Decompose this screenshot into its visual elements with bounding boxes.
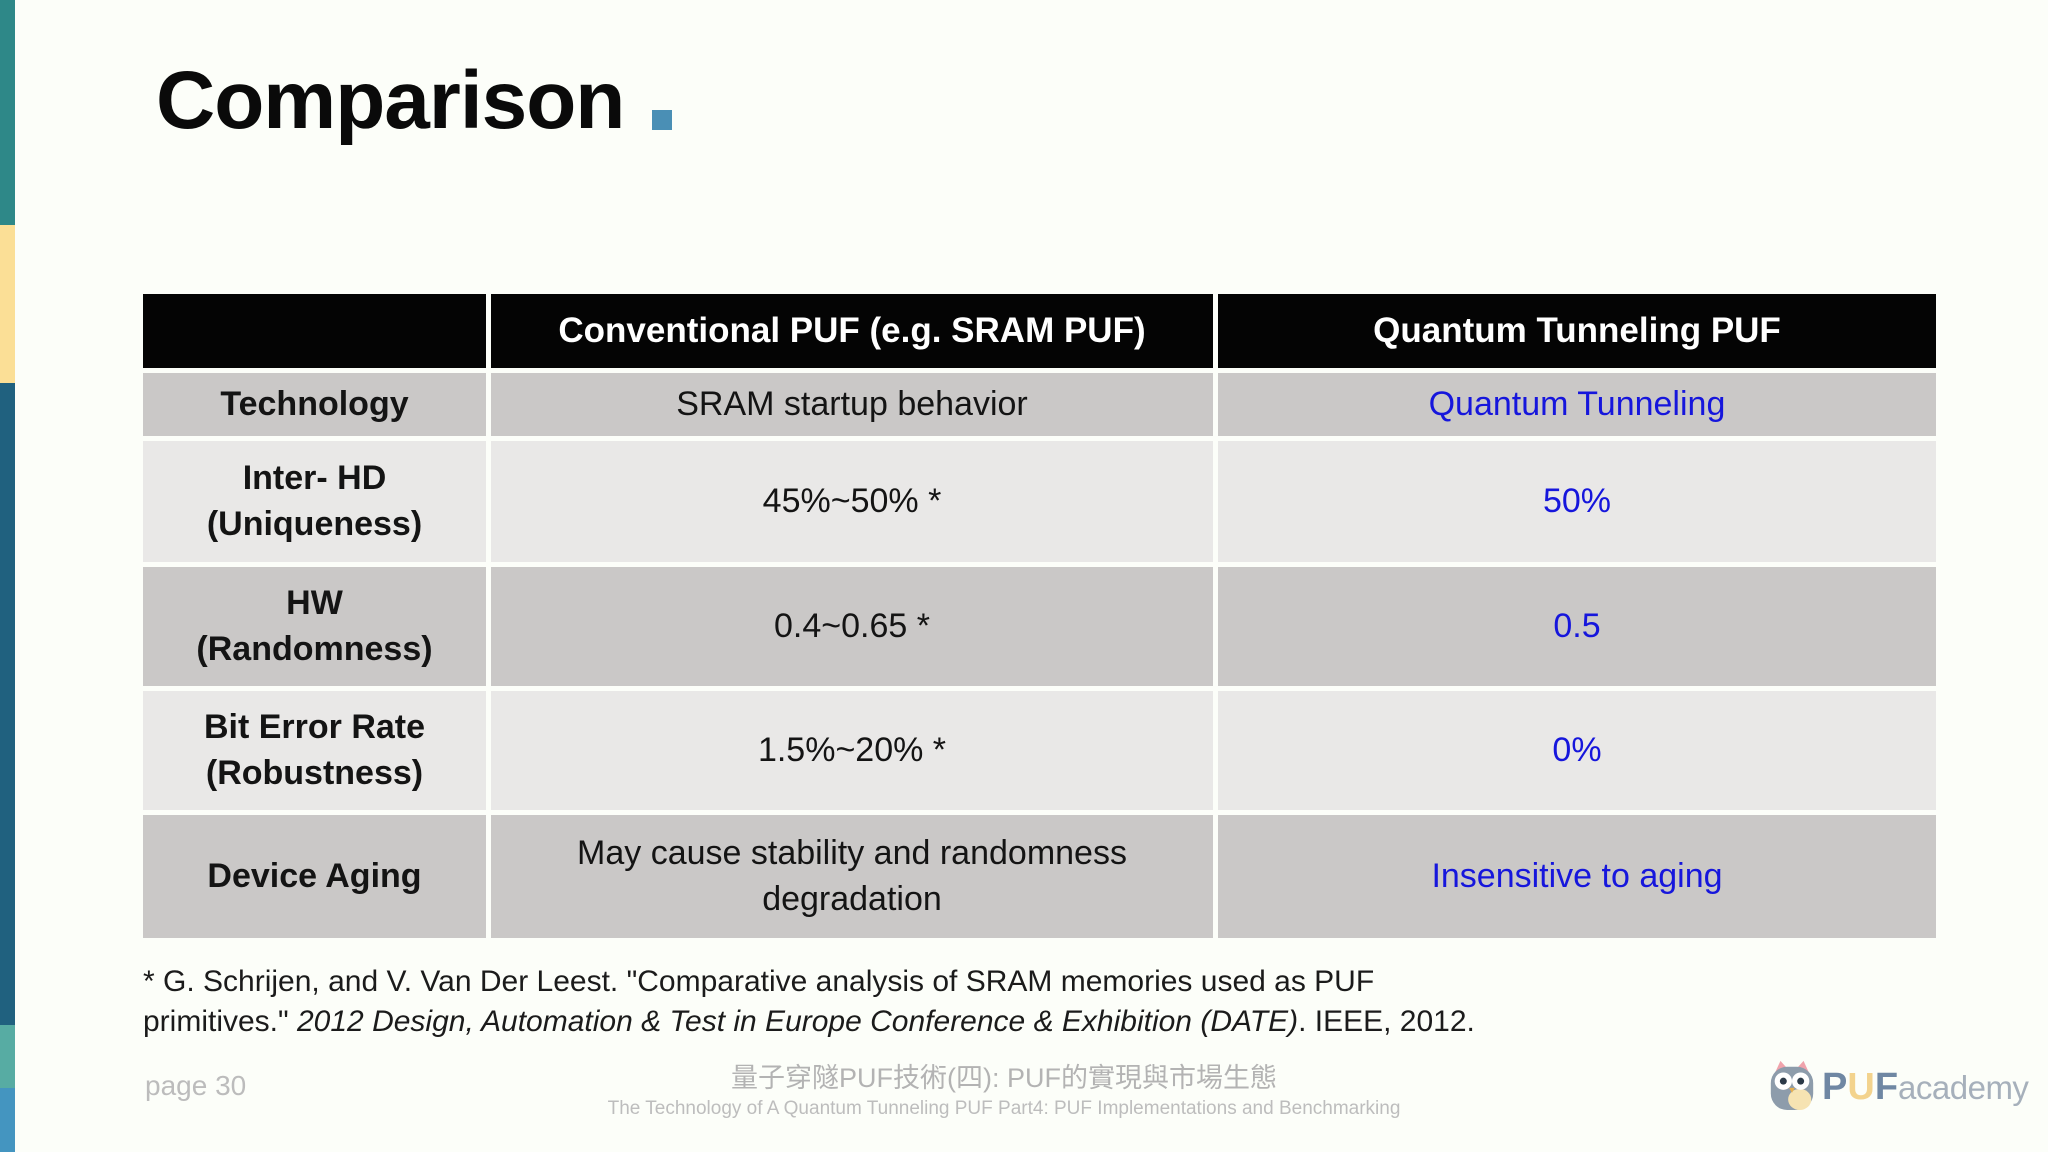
comparison-table: Conventional PUF (e.g. SRAM PUF) Quantum…: [143, 294, 1936, 938]
row-device-aging-label: Device Aging: [143, 815, 486, 938]
edge-segment-dark-blue: [0, 383, 15, 1025]
page-number: page 30: [145, 1070, 247, 1101]
row-technology-quantum: Quantum Tunneling: [1218, 373, 1936, 436]
row-inter-hd-conventional: 45%~50% *: [491, 441, 1213, 562]
citation-prefix: * G. Schrijen, and V. Van Der Leest. "Co…: [143, 965, 1375, 1038]
edge-color-bar: [0, 0, 15, 1152]
footer-center: 量子穿隧PUF技術(四): PUF的實現與市場生態 The Technology…: [424, 1056, 1584, 1120]
page-title: Comparison: [156, 55, 625, 146]
row-technology-conventional: SRAM startup behavior: [491, 373, 1213, 436]
row-inter-hd-quantum: 50%: [1218, 441, 1936, 562]
puf-academy-logo: P U F academy: [1766, 1058, 2029, 1117]
table-header-quantum-tunneling-puf: Quantum Tunneling PUF: [1218, 294, 1936, 368]
row-device-aging-quantum: Insensitive to aging: [1218, 815, 1936, 938]
row-device-aging-conventional: May cause stability and randomness degra…: [491, 815, 1213, 938]
table-header-empty: [143, 294, 486, 368]
row-inter-hd-label: Inter- HD (Uniqueness): [143, 441, 486, 562]
row-bit-error-rate-conventional: 1.5%~20% *: [491, 691, 1213, 810]
row-bit-error-rate-quantum: 0%: [1218, 691, 1936, 810]
row-technology-label: Technology: [143, 373, 486, 436]
footer-subtitle-en: The Technology of A Quantum Tunneling PU…: [607, 1098, 1401, 1119]
footer-title-zh: 量子穿隧PUF技術(四): PUF的實現與市場生態: [731, 1063, 1277, 1093]
owl-icon: [1766, 1058, 1818, 1117]
title-accent-square: [652, 110, 673, 131]
row-bit-error-rate-label: Bit Error Rate (Robustness): [143, 691, 486, 810]
edge-segment-seafoam: [0, 1025, 15, 1088]
row-hw-quantum: 0.5: [1218, 567, 1936, 686]
logo-letter-p: P: [1822, 1066, 1848, 1108]
logo-suffix: academy: [1898, 1069, 2029, 1106]
row-hw-label: HW (Randomness): [143, 567, 486, 686]
citation-footnote: * G. Schrijen, and V. Van Der Leest. "Co…: [143, 962, 1493, 1042]
title-row: Comparison: [156, 55, 673, 146]
edge-segment-yellow: [0, 225, 15, 383]
logo-wordmark: P U F academy: [1822, 1066, 2029, 1109]
citation-italic-title: 2012 Design, Automation & Test in Europe…: [297, 1004, 1299, 1038]
row-hw-conventional: 0.4~0.65 *: [491, 567, 1213, 686]
citation-suffix: . IEEE, 2012.: [1298, 1004, 1475, 1038]
logo-letter-f: F: [1874, 1066, 1899, 1108]
table-header-conventional-puf: Conventional PUF (e.g. SRAM PUF): [491, 294, 1213, 368]
logo-letter-u: U: [1847, 1066, 1875, 1108]
edge-segment-light-blue: [0, 1088, 15, 1152]
edge-segment-teal: [0, 0, 15, 225]
